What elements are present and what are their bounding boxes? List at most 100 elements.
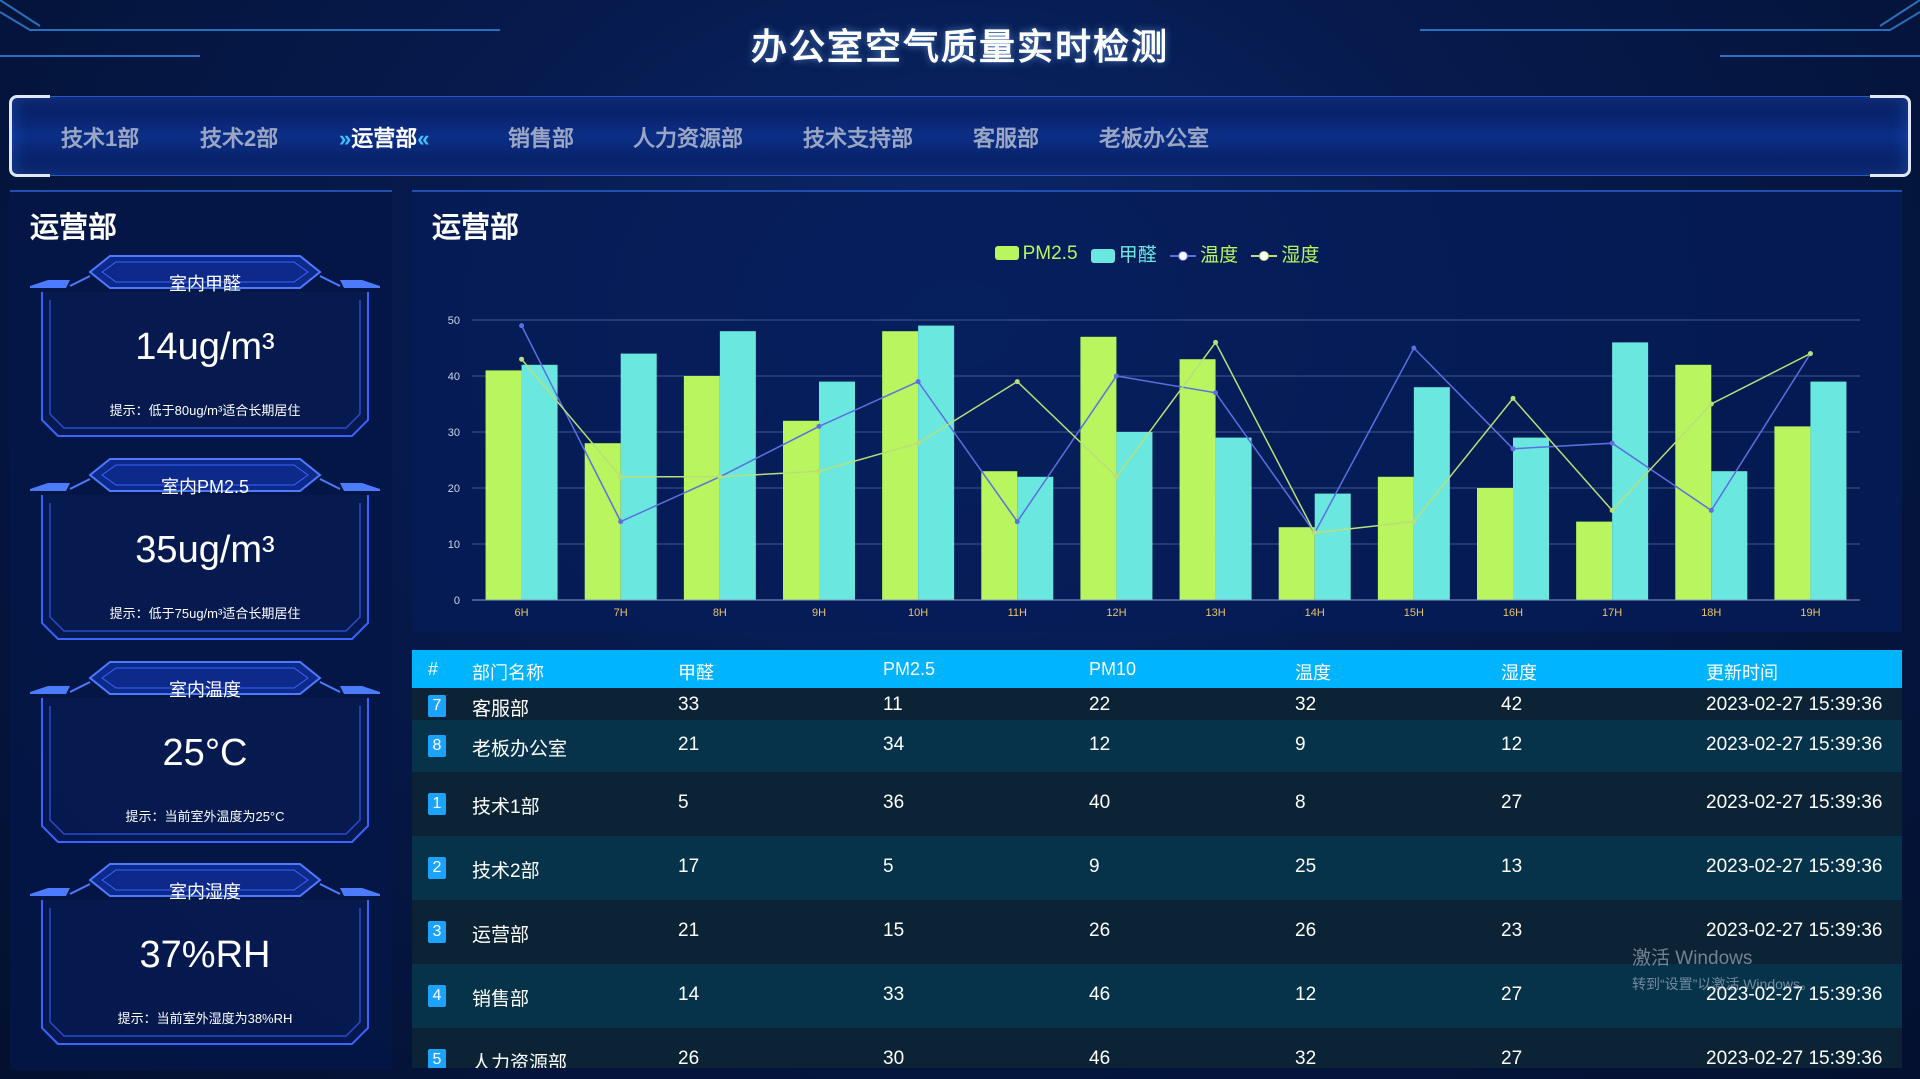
column-header: 温度: [1295, 663, 1331, 683]
table-row[interactable]: 1 技术1部 5 36 40 8 27 2023-02-27 15:39:36: [412, 772, 1902, 836]
card-label: 室内PM2.5: [160, 477, 250, 497]
tab-operations[interactable]: »运营部«: [339, 121, 430, 153]
line-point: [519, 356, 525, 362]
y-tick-label: 50: [448, 315, 460, 327]
legend-item[interactable]: 温度: [1170, 240, 1238, 267]
cell-jiaquan: 14: [678, 984, 700, 1005]
legend-label: 湿度: [1281, 245, 1320, 266]
cell-pm25: 36: [883, 792, 905, 813]
cell-temp: 8: [1295, 792, 1306, 813]
card-label: 室内温度: [169, 680, 241, 700]
row-index-badge: 1: [428, 793, 446, 815]
line-point: [1609, 507, 1615, 513]
cell-temp: 32: [1295, 1048, 1317, 1068]
cell-temp: 9: [1295, 734, 1306, 755]
x-tick-label: 7H: [614, 607, 628, 619]
legend-line-marker: [1251, 249, 1278, 263]
table-row[interactable]: 5 人力资源部 26 30 46 32 27 2023-02-27 15:39:36: [412, 1028, 1902, 1068]
chevron-right-icon: »: [339, 126, 352, 151]
tab-sales[interactable]: 销售部: [508, 121, 574, 153]
card-label: 室内湿度: [169, 882, 241, 902]
line-point: [1411, 519, 1417, 525]
line-point: [618, 474, 624, 480]
x-tick-label: 18H: [1701, 607, 1721, 619]
tab-tech-2[interactable]: 技术2部: [200, 121, 278, 153]
row-index-badge: 3: [428, 921, 446, 943]
legend-item[interactable]: 甲醛: [1090, 240, 1157, 267]
line-point: [1411, 345, 1417, 351]
legend-item[interactable]: 湿度: [1251, 240, 1319, 267]
cell-pm10: 26: [1089, 920, 1111, 941]
row-index-badge: 8: [428, 735, 446, 757]
column-header: 部门名称: [472, 663, 544, 683]
line-point: [519, 323, 525, 329]
line-point: [1609, 440, 1615, 446]
legend-item[interactable]: PM2.5: [994, 242, 1078, 265]
card-frame: [30, 458, 380, 640]
line-point: [1213, 339, 1219, 345]
cell-time: 2023-02-27 15:39:36: [1706, 734, 1883, 755]
row-index-badge: 7: [428, 695, 446, 717]
table-row[interactable]: 7 客服部 33 11 22 32 42 2023-02-27 15:39:36: [412, 688, 1902, 720]
line-point: [1014, 519, 1020, 525]
bar-PM2.5: [882, 331, 919, 600]
table-row[interactable]: 4 销售部 14 33 46 12 27 2023-02-27 15:39:36: [412, 964, 1902, 1028]
cell-jiaquan: 5: [678, 792, 689, 813]
line-point: [1113, 373, 1119, 379]
bar-PM2.5: [584, 443, 621, 600]
legend-line-marker: [1170, 249, 1197, 263]
bar-甲醛: [719, 331, 756, 600]
tab-boss-office[interactable]: 老板办公室: [1099, 121, 1209, 153]
cell-jiaquan: 26: [678, 1048, 700, 1068]
bar-PM2.5: [1080, 336, 1117, 600]
cell-humidity: 23: [1501, 920, 1523, 941]
card-hint: 提示：当前室外湿度为38%RH: [117, 1011, 293, 1026]
bar-PM2.5: [1278, 527, 1315, 600]
card-hint: 提示：当前室外温度为25°C: [125, 809, 285, 824]
line-point: [915, 440, 921, 446]
bar-甲醛: [521, 364, 558, 600]
x-tick-label: 13H: [1205, 607, 1225, 619]
tab-tech-support[interactable]: 技术支持部: [803, 121, 913, 153]
bar-PM2.5: [1377, 476, 1414, 600]
cell-time: 2023-02-27 15:39:36: [1706, 856, 1883, 877]
temperature-card: 室内温度 25°C 提示：当前室外温度为25°C: [30, 658, 380, 848]
tab-label: 销售部: [508, 126, 575, 151]
row-index-badge: 5: [428, 1049, 446, 1068]
table-row[interactable]: 3 运营部 21 15 26 26 23 2023-02-27 15:39:36: [412, 900, 1902, 964]
tab-label: 客服部: [973, 126, 1040, 151]
cell-temp: 32: [1295, 694, 1317, 715]
cell-humidity: 27: [1501, 792, 1523, 813]
bar-PM2.5: [783, 420, 819, 600]
cell-jiaquan: 33: [678, 694, 700, 715]
tab-hr[interactable]: 人力资源部: [633, 121, 743, 153]
cell-time: 2023-02-27 15:39:36: [1706, 984, 1883, 1005]
line-point: [1708, 507, 1714, 513]
cell-humidity: 27: [1501, 1048, 1523, 1068]
cell-jiaquan: 17: [678, 856, 700, 877]
bar-甲醛: [1612, 342, 1649, 600]
column-header: #: [428, 659, 439, 679]
cell-pm25: 15: [883, 920, 905, 941]
card-frame: [30, 255, 380, 437]
y-tick-label: 10: [448, 539, 460, 551]
tab-label: 运营部: [351, 126, 418, 151]
tab-customer-service[interactable]: 客服部: [973, 121, 1039, 153]
bar-甲醛: [1513, 437, 1549, 600]
table-row[interactable]: 2 技术2部 17 5 9 25 13 2023-02-27 15:39:36: [412, 836, 1902, 900]
cell-pm25: 33: [883, 984, 905, 1005]
tab-label: 技术2部: [200, 126, 279, 151]
bar-PM2.5: [1774, 426, 1811, 600]
line-point: [816, 423, 822, 429]
cell-temp: 26: [1295, 920, 1317, 941]
left-panel: 运营部 室内甲醛 14ug/m³ 提示：低于80ug/m³适合长期居住 室内PM…: [10, 190, 392, 1070]
tab-label: 人力资源部: [633, 126, 744, 151]
formaldehyde-card: 室内甲醛 14ug/m³ 提示：低于80ug/m³适合长期居住: [30, 252, 380, 442]
legend-label: PM2.5: [1022, 242, 1078, 264]
column-header: 甲醛: [678, 663, 714, 683]
tab-tech-1[interactable]: 技术1部: [61, 121, 139, 153]
series-line: [520, 325, 1812, 535]
table-row[interactable]: 8 老板办公室 21 34 12 9 12 2023-02-27 15:39:36: [412, 720, 1902, 772]
line-point: [717, 474, 723, 480]
page-title: 办公室空气质量实时检测: [750, 26, 1169, 67]
